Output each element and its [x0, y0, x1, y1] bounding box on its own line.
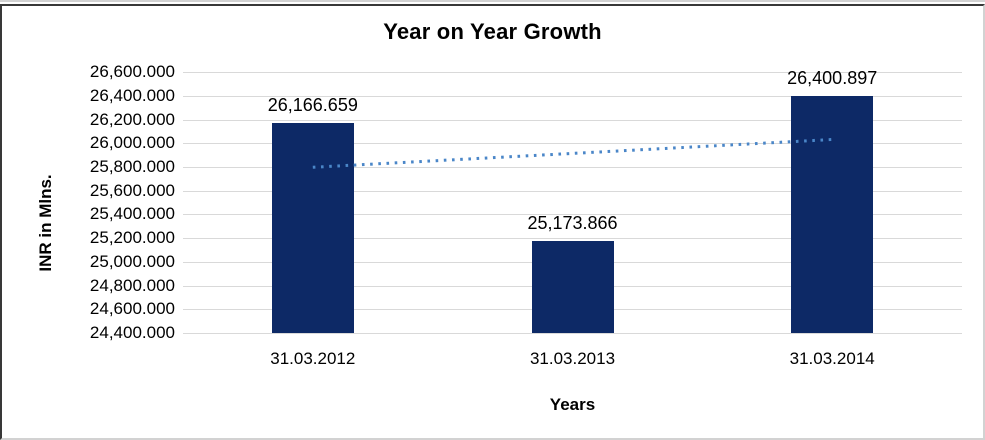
bar-value-label: 26,400.897 — [787, 67, 878, 88]
y-tick-label: 25,400.000 — [89, 204, 175, 224]
x-tick-label: 31.03.2013 — [529, 349, 616, 368]
gridline — [183, 72, 962, 73]
y-tick-label: 25,200.000 — [89, 228, 175, 248]
y-tick-label: 25,600.000 — [89, 180, 175, 200]
bar-value-label: 25,173.866 — [527, 213, 618, 234]
chart-title: Year on Year Growth — [383, 19, 602, 44]
y-tick-label: 26,200.000 — [89, 109, 175, 129]
gridline — [183, 190, 962, 192]
x-tick-label: 31.03.2012 — [270, 349, 356, 368]
bar — [271, 123, 354, 333]
y-tick-label: 26,000.000 — [89, 133, 175, 153]
bar — [791, 95, 874, 333]
y-tick-label: 24,600.000 — [89, 299, 175, 319]
y-tick-label: 25,000.000 — [89, 251, 175, 271]
y-tick-label: 26,400.000 — [89, 85, 175, 105]
x-axis-title: Years — [549, 395, 596, 414]
bar — [531, 241, 614, 333]
y-tick-label: 24,400.000 — [89, 323, 175, 342]
gridline — [183, 333, 962, 334]
x-tick-label: 31.03.2014 — [789, 349, 875, 368]
bar-value-label: 26,166.659 — [267, 95, 358, 116]
gridline — [183, 95, 962, 97]
y-tick-label: 26,600.000 — [89, 62, 175, 81]
gridline — [183, 238, 962, 240]
y-tick-label: 25,800.000 — [89, 156, 175, 176]
y-tick-label: 24,800.000 — [89, 275, 175, 295]
gridline — [183, 214, 962, 216]
gridline — [183, 119, 962, 121]
